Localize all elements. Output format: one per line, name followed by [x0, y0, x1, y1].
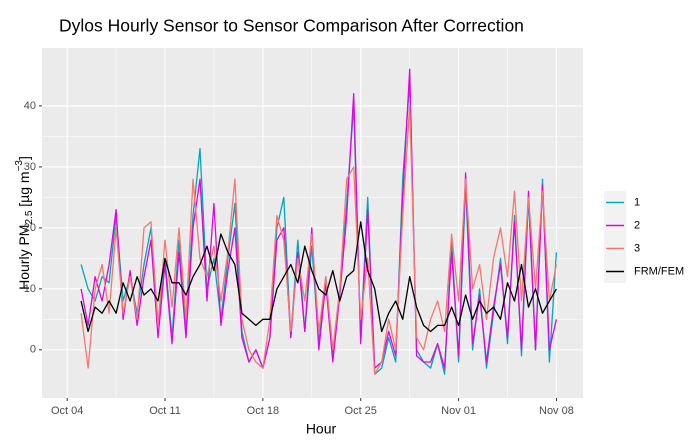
y-tick-label: 40	[24, 100, 36, 112]
y-title-main: Hourly PM	[16, 225, 32, 290]
y-title-sup: −3	[14, 160, 25, 172]
y-title-end: ]	[16, 156, 32, 160]
chart-title: Dylos Hourly Sensor to Sensor Comparison…	[59, 16, 524, 36]
y-axis-title: Hourly PM2.5 [µg m−3]	[14, 156, 35, 290]
series-line	[80, 221, 557, 333]
y-tick-label: 0	[30, 344, 36, 356]
x-axis-title: Hour	[306, 421, 337, 437]
y-title-sub: 2.5	[24, 210, 35, 224]
legend-label: 1	[634, 196, 640, 208]
y-tick-label: 20	[24, 222, 36, 234]
series-line	[80, 68, 558, 369]
plot-panel	[42, 48, 583, 398]
legend-label: 3	[634, 242, 640, 254]
y-tick-label: 30	[24, 161, 36, 173]
x-tick-label: Oct 04	[51, 405, 83, 417]
y-title-unit: [µg m	[16, 171, 32, 210]
x-tick-label: Nov 01	[441, 405, 476, 417]
x-tick-label: Oct 11	[149, 405, 181, 417]
y-tick-label: 10	[24, 283, 36, 295]
legend-label: FRM/FEM	[634, 265, 684, 277]
x-tick-label: Oct 25	[345, 405, 377, 417]
x-tick-label: Oct 18	[247, 405, 279, 417]
series-line	[80, 105, 558, 375]
legend-label: 2	[634, 219, 640, 231]
x-tick-label: Nov 08	[539, 405, 574, 417]
